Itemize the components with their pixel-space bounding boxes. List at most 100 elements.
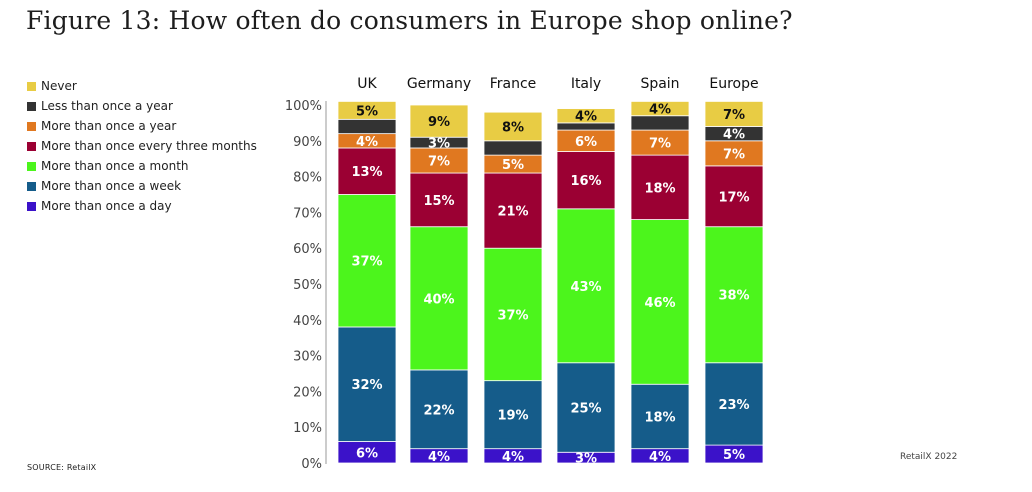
bar-segment xyxy=(337,194,397,328)
legend-label: Less than once a year xyxy=(41,99,173,113)
data-label: 15% xyxy=(423,194,454,209)
bar-segment xyxy=(483,380,543,450)
data-label: 4% xyxy=(575,110,597,125)
data-label: 37% xyxy=(351,255,382,270)
source-note: SOURCE: RetailX xyxy=(27,463,97,472)
data-label: 7% xyxy=(428,154,450,169)
data-label: 4% xyxy=(356,135,378,150)
category-label: UK xyxy=(357,76,377,92)
legend-swatch xyxy=(27,121,36,131)
bar-segment xyxy=(556,208,616,364)
bar-segment xyxy=(409,172,469,228)
bar-segment xyxy=(704,226,764,364)
bar-segment xyxy=(556,362,616,453)
y-tick-label: 20% xyxy=(293,385,322,400)
legend-item: More than once every three months xyxy=(27,136,257,156)
bar-segment xyxy=(337,118,397,135)
data-label: 5% xyxy=(723,448,745,463)
legend-label: More than once a day xyxy=(41,199,172,213)
data-label: 5% xyxy=(356,104,378,119)
bar-segment xyxy=(556,108,616,124)
legend-item: More than once a day xyxy=(27,196,257,216)
data-label: 17% xyxy=(718,190,749,205)
bar-segment xyxy=(409,147,469,174)
bar-segment xyxy=(409,226,469,371)
legend-label: More than once a month xyxy=(41,159,189,173)
legend-item: More than once a month xyxy=(27,156,257,176)
bar-segment xyxy=(483,247,543,382)
data-label: 18% xyxy=(644,410,675,425)
bar-segment xyxy=(630,154,690,220)
data-label: 46% xyxy=(644,296,675,311)
data-label: 19% xyxy=(497,409,528,424)
legend-label: More than once a year xyxy=(41,119,177,133)
y-tick-label: 10% xyxy=(293,421,322,436)
bar-segment xyxy=(630,383,690,450)
bar-segment xyxy=(337,101,397,120)
y-tick-label: 30% xyxy=(293,350,322,365)
category-label: Europe xyxy=(709,76,758,92)
legend-label: More than once every three months xyxy=(41,139,257,153)
legend-swatch xyxy=(27,181,36,191)
data-label: 5% xyxy=(502,158,524,173)
y-tick-label: 40% xyxy=(293,314,322,329)
y-tick-label: 50% xyxy=(293,278,322,293)
bar-segment xyxy=(630,101,690,117)
data-label: 37% xyxy=(497,308,528,323)
bar-segment xyxy=(630,115,690,131)
data-label: 4% xyxy=(428,450,450,465)
data-label: 23% xyxy=(718,398,749,413)
data-label: 3% xyxy=(575,452,597,467)
data-label: 22% xyxy=(423,403,454,418)
data-label: 40% xyxy=(423,292,454,307)
legend-item: More than once a week xyxy=(27,176,257,196)
legend-item: More than once a year xyxy=(27,116,257,136)
bar-segment xyxy=(704,101,764,127)
data-label: 6% xyxy=(575,135,597,150)
category-label: Spain xyxy=(640,76,679,92)
legend-swatch xyxy=(27,201,36,211)
data-label: 32% xyxy=(351,378,382,393)
bar-segment xyxy=(409,104,469,138)
data-label: 7% xyxy=(649,137,671,152)
data-label: 7% xyxy=(723,108,745,123)
data-label: 13% xyxy=(351,165,382,180)
data-label: 4% xyxy=(723,128,745,143)
data-label: 21% xyxy=(497,205,528,220)
bar-segment xyxy=(704,140,764,167)
bar-segment xyxy=(556,151,616,210)
legend-label: More than once a week xyxy=(41,179,182,193)
y-tick-label: 70% xyxy=(293,206,322,221)
legend-label: Never xyxy=(41,79,77,93)
data-label: 18% xyxy=(644,181,675,196)
data-label: 9% xyxy=(428,115,450,130)
legend-item: Less than once a year xyxy=(27,96,257,116)
legend-swatch xyxy=(27,101,36,111)
data-label: 3% xyxy=(428,137,450,152)
brand-credit: RetailX 2022 xyxy=(900,452,958,462)
y-tick-label: 60% xyxy=(293,242,322,257)
legend-swatch xyxy=(27,161,36,171)
bar-segment xyxy=(483,172,543,249)
data-label: 6% xyxy=(356,446,378,461)
legend-swatch xyxy=(27,141,36,151)
data-label: 4% xyxy=(649,450,671,465)
y-tick-label: 80% xyxy=(293,171,322,186)
category-label: France xyxy=(490,76,537,92)
data-label: 43% xyxy=(570,280,601,295)
legend-swatch xyxy=(27,81,36,91)
y-tick-label: 90% xyxy=(293,135,322,150)
legend-item: Never xyxy=(27,76,257,96)
data-label: 4% xyxy=(502,450,524,465)
data-label: 8% xyxy=(502,120,524,135)
bar-segment xyxy=(483,111,543,142)
data-label: 38% xyxy=(718,289,749,304)
bar-segment xyxy=(483,140,543,156)
data-label: 16% xyxy=(570,174,601,189)
bar-segment xyxy=(630,129,690,156)
data-label: 4% xyxy=(649,103,671,118)
y-tick-label: 100% xyxy=(285,99,322,114)
category-label: Germany xyxy=(407,76,471,92)
data-label: 7% xyxy=(723,147,745,162)
